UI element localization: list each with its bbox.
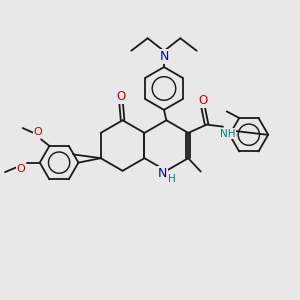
Text: N: N [159, 50, 169, 63]
Text: H: H [168, 174, 176, 184]
Text: O: O [34, 127, 43, 136]
Text: O: O [199, 94, 208, 107]
Text: N: N [158, 167, 167, 180]
Text: O: O [17, 164, 26, 174]
Text: NH: NH [220, 128, 235, 139]
Text: O: O [116, 90, 126, 103]
